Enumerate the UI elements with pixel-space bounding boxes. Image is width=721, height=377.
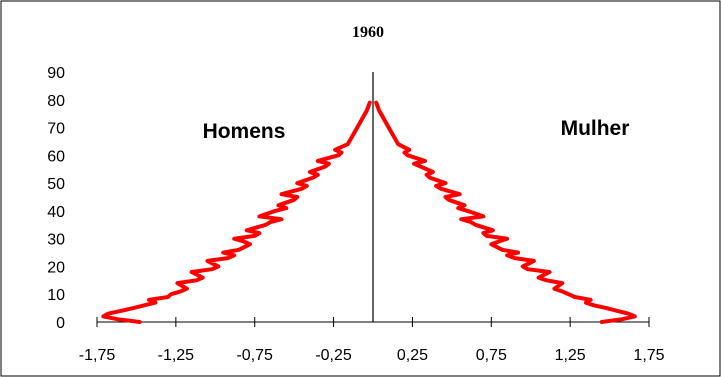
annotation-homens: Homens	[203, 120, 286, 143]
series-line-mulher	[374, 100, 637, 324]
y-tick-label: 0	[56, 315, 65, 332]
y-tick-label: 30	[47, 232, 65, 249]
x-tick-label: 1,25	[555, 347, 586, 364]
x-tick-label: -1,75	[79, 347, 116, 364]
y-tick-label: 50	[47, 176, 65, 193]
series-line-homens	[101, 100, 372, 324]
x-tick-label: -1,25	[158, 347, 195, 364]
y-tick-label: 90	[47, 65, 65, 82]
y-tick-label: 60	[47, 148, 65, 165]
y-tick-label: 40	[47, 204, 65, 221]
axes-group: -1,75 -1,25 -0,75 -0,25 0,25 0,75 1,25 1,75 0 10 2…	[47, 65, 664, 364]
annotation-mulher: Mulher	[561, 117, 630, 140]
x-tick-label: 0,75	[476, 347, 507, 364]
y-tick-label: 80	[47, 93, 65, 110]
y-tick-label: 70	[47, 121, 65, 138]
x-tick-label: -0,75	[236, 347, 273, 364]
y-tick-label: 20	[47, 259, 65, 276]
x-tick-label: 0,25	[397, 347, 428, 364]
series-group	[101, 100, 637, 324]
y-tick-label: 10	[47, 287, 65, 304]
chart-title: 1960	[352, 24, 384, 41]
x-tick-label: -0,25	[315, 347, 352, 364]
x-tick-label: 1,75	[633, 347, 664, 364]
